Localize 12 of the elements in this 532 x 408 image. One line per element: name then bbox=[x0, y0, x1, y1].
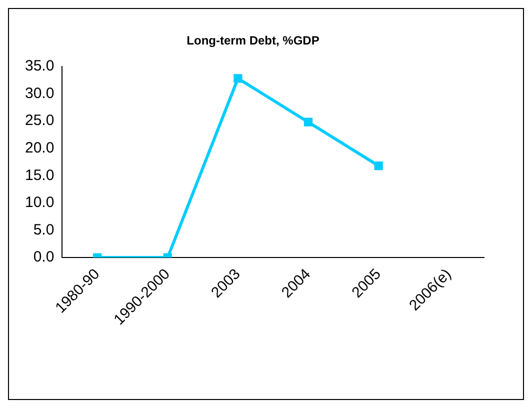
point bbox=[304, 118, 313, 126]
y-tick-label: 35.0 bbox=[24, 58, 54, 75]
y-tick-label: 20.0 bbox=[24, 139, 54, 156]
point bbox=[374, 161, 383, 170]
chart-title: Long-term Debt, %GDP bbox=[186, 34, 320, 48]
y-tick-label: 15.0 bbox=[24, 166, 54, 184]
point bbox=[234, 74, 242, 83]
y-tick-label: 30.0 bbox=[24, 84, 54, 102]
y-tick-label: 0.0 bbox=[33, 248, 54, 266]
y-tick-label: 25.0 bbox=[24, 112, 54, 130]
y-tick-label: 5.0 bbox=[33, 221, 54, 238]
y-tick-label: 10.0 bbox=[24, 194, 54, 212]
